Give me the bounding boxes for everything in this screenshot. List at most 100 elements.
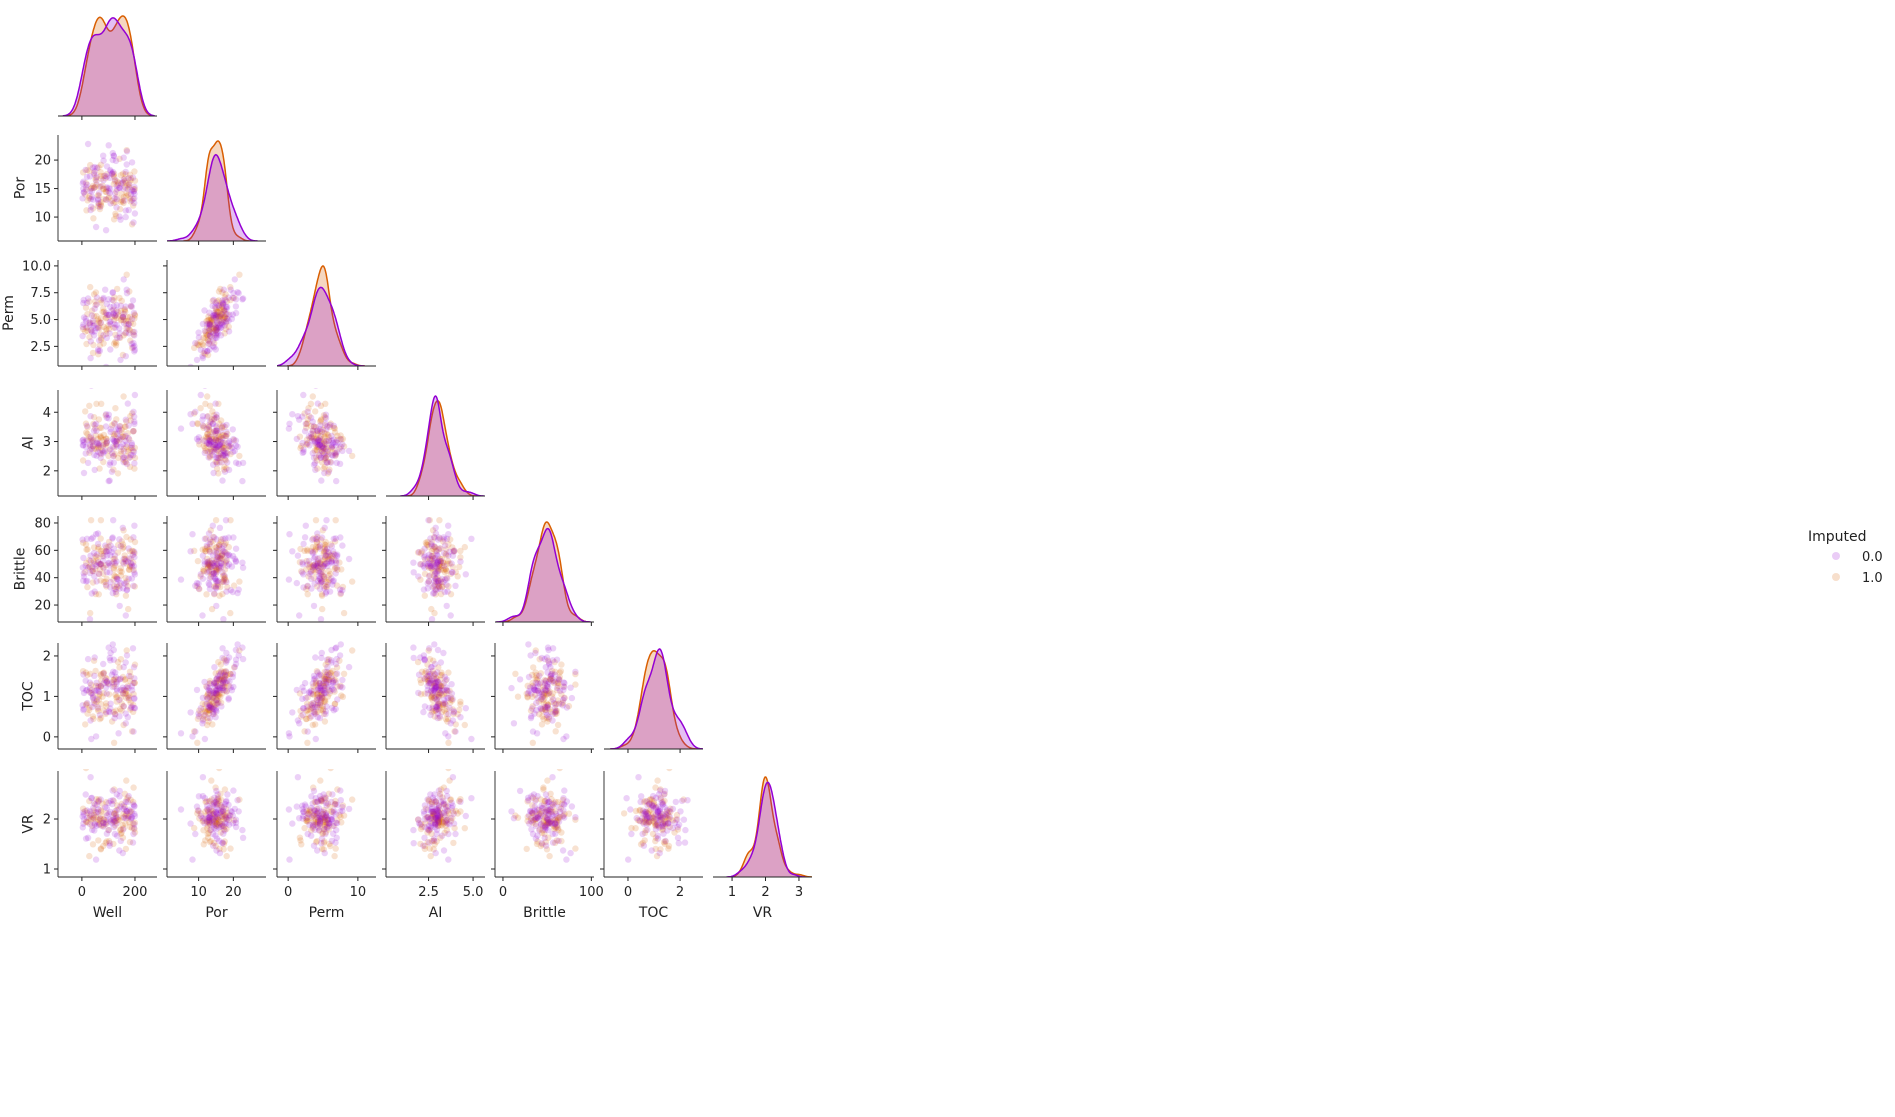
scatter-point [430,846,437,853]
scatter-point [323,668,330,675]
scatter-point [429,794,437,801]
scatter-point [199,700,206,707]
scatter-point [558,661,565,668]
scatter-point [92,856,100,863]
scatter-point [222,291,229,298]
scatter-point [421,802,429,809]
scatter-point [435,819,443,826]
legend-title: Imputed [1808,529,1867,545]
scatter-point [203,693,210,700]
scatter-point [313,583,321,590]
scatter-point [91,421,98,429]
scatter-point [100,822,107,829]
scatter-point [220,816,227,823]
scatter-point [318,840,325,847]
scatter-point [92,301,99,309]
scatter-point [536,656,543,663]
scatter-point [234,641,241,648]
scatter-point [319,707,327,714]
scatter-point [205,816,212,824]
scatter-point [533,840,541,848]
scatter-point [324,545,331,552]
scatter-point [206,817,214,825]
scatter-point [116,184,123,192]
scatter-point [97,183,104,190]
scatter-point [79,813,86,820]
scatter-point [130,566,137,573]
scatter-point [218,445,225,453]
scatter-point [325,437,332,444]
scatter-point [296,690,304,697]
scatter-point [130,701,137,709]
scatter-point [111,190,119,197]
scatter-point [417,691,425,698]
scatter-point [542,808,549,815]
scatter-point [207,573,215,581]
scatter-point [95,444,102,452]
scatter-point [206,808,213,815]
scatter-point [217,809,224,816]
scatter-point [204,695,211,703]
scatter-point [432,524,439,531]
scatter-point [340,670,348,677]
scatter-point [119,313,127,321]
scatter-point [322,661,329,668]
scatter-point [306,821,313,828]
scatter-point [297,707,304,715]
scatter-point [83,546,90,553]
scatter-point [94,192,102,199]
scatter-point [222,445,229,452]
scatter-point [533,806,541,813]
scatter-point [100,816,108,823]
scatter-point [320,465,327,472]
scatter-point [339,441,346,448]
scatter-point [222,539,229,546]
scatter-point [532,669,539,676]
scatter-point [309,699,316,707]
scatter-point [303,420,310,428]
scatter-point [296,815,303,822]
scatter-point [214,583,222,590]
scatter-point [452,807,459,815]
scatter-point [435,693,442,701]
scatter-point [322,799,330,806]
scatter-point [210,325,217,332]
scatter-point [427,664,435,671]
scatter-point [446,687,453,695]
scatter-point [112,573,119,580]
scatter-point [201,437,208,444]
scatter-point [219,808,226,815]
scatter-point [119,684,127,691]
scatter-point [219,299,227,307]
scatter-point [435,664,442,671]
scatter-point [201,795,209,802]
scatter-point [555,837,562,845]
scatter-point [129,297,137,304]
scatter-point [96,566,104,573]
scatter-point [561,683,568,691]
scatter-point [195,807,202,814]
kde-curves [277,265,365,366]
scatter-point [217,319,225,326]
scatter-point [303,546,311,553]
scatter-point [211,441,219,449]
scatter-point [448,690,456,697]
scatter-point [554,679,562,686]
scatter-point [118,829,125,836]
scatter-point [443,816,450,824]
scatter-point [211,562,218,570]
scatter-point [120,185,127,192]
scatter-point [108,816,116,824]
scatter-point [682,826,689,834]
scatter-point [110,656,118,663]
scatter-point [239,564,247,571]
scatter-point [436,700,443,707]
scatter-point [220,576,228,583]
scatter-point [447,720,454,727]
scatter-point [100,570,107,578]
scatter-point [125,191,132,199]
scatter-point [299,815,306,822]
scatter-point [316,451,323,459]
scatter-point [109,289,116,297]
scatter-point [436,555,444,562]
